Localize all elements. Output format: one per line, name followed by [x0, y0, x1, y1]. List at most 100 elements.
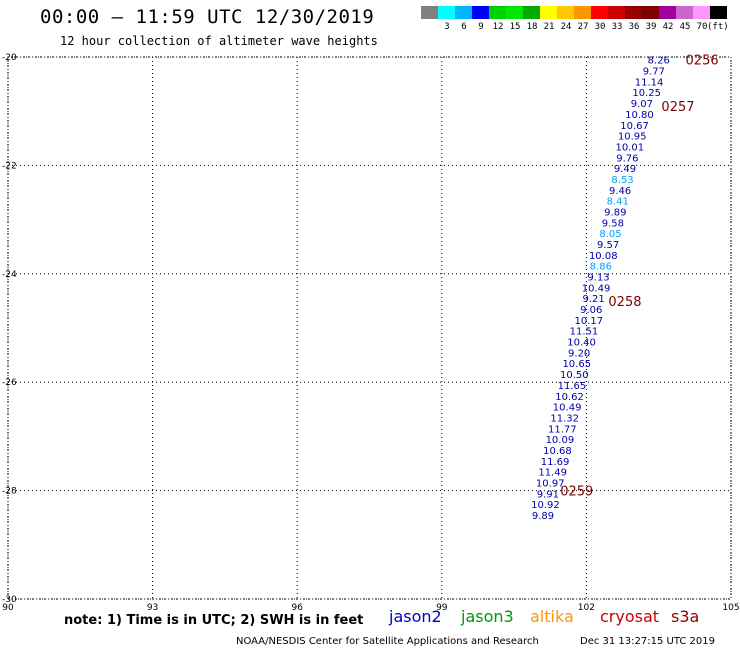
color-swatch [625, 6, 642, 19]
wave-height-value: 9.49 [614, 164, 636, 175]
pass-number-label: 0256 [686, 54, 719, 69]
color-swatch [540, 6, 557, 19]
color-swatch [676, 6, 693, 19]
pass-number-label: 0257 [661, 100, 694, 115]
wave-height-value: 9.76 [616, 153, 638, 164]
color-tick-label: 9 [478, 22, 484, 32]
wave-height-value: 10.67 [620, 121, 649, 132]
wave-height-value: 9.06 [580, 305, 602, 316]
wave-height-value: 10.97 [536, 478, 565, 489]
footnote: note: 1) Time is in UTC; 2) SWH is in fe… [64, 613, 364, 628]
color-swatch [642, 6, 659, 19]
color-tick-label: 33 [611, 22, 623, 32]
x-tick-label: 90 [2, 603, 14, 613]
wave-height-value: 11.65 [558, 381, 587, 392]
wave-height-value: 8.26 [648, 56, 670, 67]
wave-height-value: 10.50 [560, 370, 589, 381]
generated-timestamp: Dec 31 13:27:15 UTC 2019 [580, 636, 715, 647]
color-swatch [489, 6, 506, 19]
y-tick-label: -28 [2, 487, 17, 497]
wave-height-value: 10.40 [567, 338, 596, 349]
color-tick-label: 42 [662, 22, 674, 32]
wave-height-value: 9.20 [568, 348, 590, 359]
wave-height-value: 10.80 [625, 110, 654, 121]
wave-height-value: 9.13 [587, 273, 609, 284]
wave-height-value: 9.57 [597, 240, 619, 251]
wave-height-value: 10.62 [555, 392, 584, 403]
x-tick-label: 105 [722, 603, 739, 613]
color-tick-label: 18 [526, 22, 538, 32]
wave-height-value: 10.25 [632, 88, 661, 99]
color-swatch [557, 6, 574, 19]
pass-number-label: 0259 [560, 485, 593, 500]
x-tick-label: 96 [291, 603, 303, 613]
color-swatch [693, 6, 710, 19]
color-swatch [591, 6, 608, 19]
wave-height-value: 8.05 [599, 229, 621, 240]
wave-height-value: 11.69 [541, 457, 570, 468]
color-tick-label: 70 [696, 22, 708, 32]
color-tick-label: 36 [628, 22, 640, 32]
wave-height-value: 9.89 [604, 207, 626, 218]
wave-height-value: 8.41 [607, 197, 629, 208]
color-tick-label: 30 [594, 22, 606, 32]
wave-height-value: 8.53 [611, 175, 633, 186]
wave-height-value: 10.17 [574, 316, 603, 327]
wave-height-value: 11.51 [570, 327, 599, 338]
color-swatch [455, 6, 472, 19]
wave-height-value: 10.49 [582, 283, 611, 294]
wave-height-value: 9.07 [631, 99, 653, 110]
wave-height-value: 10.08 [589, 251, 618, 262]
wave-height-value: 11.77 [548, 424, 577, 435]
wave-height-value: 10.09 [546, 435, 575, 446]
wave-height-value: 9.91 [537, 489, 559, 500]
color-tick-label: 39 [645, 22, 657, 32]
wave-height-value: 9.89 [532, 511, 554, 522]
color-tick-label: 15 [509, 22, 521, 32]
color-swatch [574, 6, 591, 19]
y-tick-label: -24 [2, 270, 17, 280]
color-swatch [523, 6, 540, 19]
page-subtitle: 12 hour collection of altimeter wave hei… [60, 34, 378, 48]
color-swatch [438, 6, 455, 19]
color-tick-label: 45 [679, 22, 691, 32]
wave-height-value: 8.86 [590, 262, 612, 273]
wave-height-value: 11.32 [550, 413, 579, 424]
color-tick-label: 24 [560, 22, 572, 32]
legend-jason3: jason3 [461, 607, 514, 626]
color-tick-label: 6 [461, 22, 467, 32]
color-swatch [421, 6, 438, 19]
legend-altika: altika [530, 607, 574, 626]
wave-height-value: 11.49 [538, 468, 567, 479]
y-tick-label: -26 [2, 378, 17, 388]
color-unit-label: (ft) [707, 22, 729, 32]
wave-height-value: 10.49 [553, 403, 582, 414]
color-swatch [472, 6, 489, 19]
wave-height-value: 9.77 [643, 67, 665, 78]
y-tick-label: -22 [2, 161, 17, 171]
x-tick-label: 99 [436, 603, 448, 613]
color-tick-label: 27 [577, 22, 589, 32]
wave-height-value: 10.65 [562, 359, 591, 370]
wave-height-value: 9.58 [602, 218, 624, 229]
y-tick-label: -20 [2, 53, 17, 63]
pass-number-label: 0258 [608, 295, 641, 310]
color-swatch [710, 6, 727, 19]
wave-height-value: 10.95 [618, 132, 647, 143]
map-frame [7, 56, 732, 600]
color-tick-label: 21 [543, 22, 555, 32]
y-tick-label: -30 [2, 595, 17, 605]
wave-height-value: 9.46 [609, 186, 631, 197]
wave-height-value: 10.01 [615, 142, 644, 153]
legend-cryosat: cryosat [600, 607, 660, 626]
wave-height-value: 9.21 [582, 294, 604, 305]
x-tick-label: 102 [578, 603, 595, 613]
page-title: 00:00 – 11:59 UTC 12/30/2019 [40, 6, 375, 28]
wave-height-value: 10.68 [543, 446, 572, 457]
wave-height-value: 10.92 [531, 500, 560, 511]
color-swatch [659, 6, 676, 19]
legend-jason2: jason2 [389, 607, 442, 626]
color-tick-label: 12 [492, 22, 504, 32]
legend-s3a: s3a [671, 607, 700, 626]
